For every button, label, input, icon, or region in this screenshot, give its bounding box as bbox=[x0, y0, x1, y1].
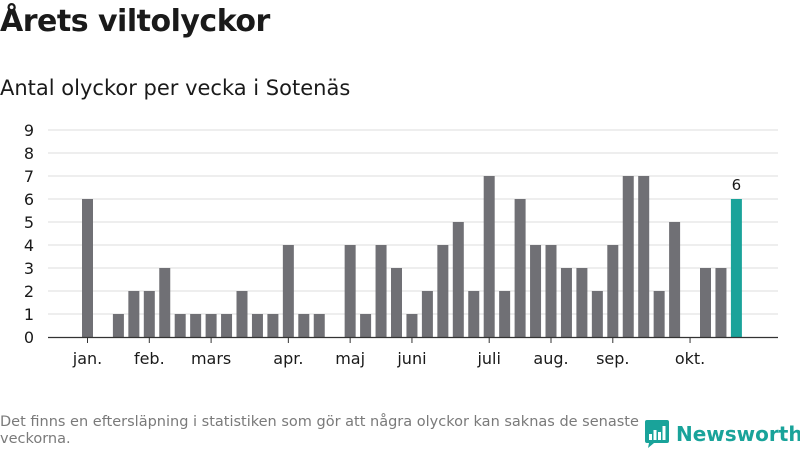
bar bbox=[313, 314, 325, 337]
bar bbox=[406, 314, 418, 337]
bar bbox=[159, 268, 171, 337]
chart-title: Årets viltolyckor bbox=[0, 4, 270, 39]
x-tick-label: aug. bbox=[533, 349, 568, 368]
x-tick-label: mars bbox=[191, 349, 231, 368]
bar bbox=[638, 176, 650, 337]
bar bbox=[112, 314, 124, 337]
bar bbox=[715, 268, 727, 337]
y-tick-label: 0 bbox=[24, 328, 34, 347]
y-tick-label: 5 bbox=[24, 213, 34, 232]
x-tick-label: apr. bbox=[273, 349, 303, 368]
brand-name: Newsworthy bbox=[676, 422, 800, 446]
bar bbox=[391, 268, 402, 337]
x-tick-label: maj bbox=[335, 349, 365, 368]
bar bbox=[205, 314, 217, 337]
bar bbox=[251, 314, 263, 337]
bar bbox=[267, 314, 279, 337]
bar bbox=[437, 245, 449, 337]
bar bbox=[700, 268, 711, 337]
bar bbox=[591, 291, 603, 337]
bar bbox=[530, 245, 542, 337]
bar bbox=[452, 222, 464, 337]
bar bbox=[514, 199, 526, 337]
bar bbox=[344, 245, 356, 337]
bar bbox=[560, 268, 572, 337]
y-tick-label: 8 bbox=[24, 144, 34, 163]
bar bbox=[483, 176, 495, 337]
bar bbox=[653, 291, 665, 337]
y-tick-label: 4 bbox=[24, 236, 34, 255]
bar bbox=[190, 314, 202, 337]
bar bbox=[221, 314, 233, 337]
bar bbox=[360, 314, 372, 337]
bar bbox=[421, 291, 433, 337]
bar bbox=[128, 291, 140, 337]
bar-chart: 0 1 2 3 4 5 6 7 8 9 6 jan. feb. mars apr. maj juni juli au… bbox=[24, 121, 778, 368]
bar bbox=[375, 245, 387, 337]
y-tick-label: 2 bbox=[24, 282, 34, 301]
bar bbox=[607, 245, 619, 337]
x-tick-label: feb. bbox=[134, 349, 165, 368]
x-tick-label: juni bbox=[396, 349, 426, 368]
x-tick-label: sep. bbox=[596, 349, 629, 368]
x-tick-label: okt. bbox=[675, 349, 705, 368]
y-tick-label: 7 bbox=[24, 167, 34, 186]
x-tick-label: juli bbox=[476, 349, 500, 368]
bar bbox=[82, 199, 93, 337]
bar bbox=[143, 291, 155, 337]
y-tick-label: 9 bbox=[24, 121, 34, 140]
bar bbox=[669, 222, 681, 337]
bar bbox=[282, 245, 294, 337]
newsworthy-logo-icon bbox=[645, 420, 669, 448]
y-tick-label: 3 bbox=[24, 259, 34, 278]
bar bbox=[174, 314, 186, 337]
brand: Newsworthy bbox=[644, 418, 800, 450]
highlight-data-label: 6 bbox=[732, 176, 742, 194]
y-tick-label: 6 bbox=[24, 190, 34, 209]
y-tick-label: 1 bbox=[24, 305, 34, 324]
bar bbox=[622, 176, 634, 337]
bar bbox=[545, 245, 557, 337]
bar bbox=[468, 291, 480, 337]
x-tick-label: jan. bbox=[72, 349, 102, 368]
bar bbox=[236, 291, 248, 337]
bar bbox=[576, 268, 588, 337]
bar bbox=[499, 291, 511, 337]
highlight-bar bbox=[730, 199, 742, 337]
bar bbox=[298, 314, 310, 337]
footnote: Det finns en eftersläpning i statistiken… bbox=[0, 414, 639, 447]
chart-subtitle: Antal olyckor per vecka i Sotenäs bbox=[0, 76, 351, 100]
